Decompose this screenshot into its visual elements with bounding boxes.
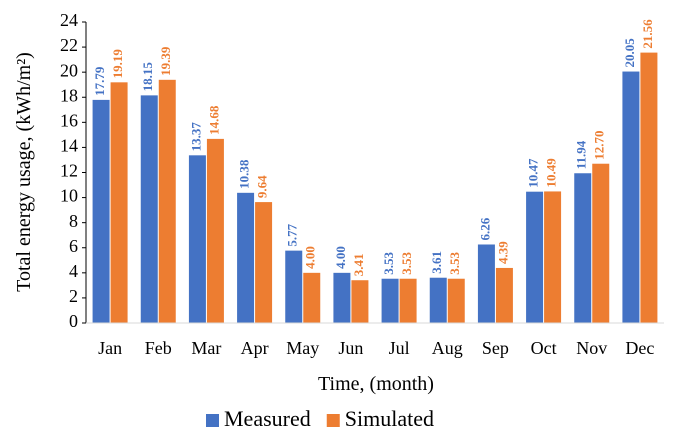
bar	[495, 267, 513, 323]
value-label: 9.64	[255, 175, 270, 198]
value-label: 19.19	[110, 49, 125, 79]
value-label: 19.39	[158, 46, 173, 76]
value-label: 14.68	[206, 105, 221, 135]
y-tick-label: 8	[69, 211, 78, 231]
bar	[544, 191, 562, 323]
value-label: 3.53	[447, 251, 462, 274]
value-label: 12.70	[592, 130, 607, 159]
value-label: 11.94	[574, 140, 589, 169]
x-tick-label: Feb	[145, 338, 172, 358]
x-tick-label: Jan	[98, 338, 122, 358]
bar	[640, 52, 658, 324]
bar	[592, 163, 610, 323]
value-label: 10.38	[237, 159, 252, 189]
bar	[351, 280, 369, 323]
bar	[429, 277, 447, 323]
bar	[285, 250, 303, 323]
y-tick-label: 20	[60, 60, 78, 80]
legend-label: Measured	[224, 406, 311, 431]
bar	[447, 278, 465, 323]
value-label: 21.56	[640, 19, 655, 49]
y-tick-label: 24	[60, 10, 78, 30]
y-tick-label: 6	[69, 236, 78, 256]
bar	[622, 71, 640, 323]
value-label: 3.53	[381, 251, 396, 274]
value-label: 4.39	[495, 241, 510, 264]
legend-swatch	[206, 414, 219, 427]
bar	[303, 272, 321, 323]
bar	[399, 278, 417, 323]
value-label: 4.00	[333, 246, 348, 269]
x-tick-label: Jun	[338, 338, 363, 358]
bar	[110, 82, 128, 324]
bar	[158, 79, 176, 324]
y-tick-label: 18	[60, 85, 78, 105]
value-label: 13.37	[188, 122, 203, 152]
value-label: 5.77	[285, 223, 300, 246]
bar	[92, 99, 110, 323]
value-label: 10.47	[526, 158, 541, 188]
y-tick-label: 10	[60, 186, 78, 206]
bar	[206, 138, 224, 323]
legend-swatch	[326, 414, 340, 427]
bar	[574, 173, 592, 323]
value-label: 3.53	[399, 251, 414, 274]
x-tick-label: Sep	[482, 338, 509, 358]
value-label: 17.79	[92, 66, 107, 96]
y-axis-label: Total energy usage, (kWh/m²)	[13, 52, 35, 292]
y-tick-label: 0	[69, 311, 78, 331]
bar	[526, 191, 544, 323]
y-tick-label: 16	[60, 110, 78, 130]
x-axis-label: Time, (month)	[318, 373, 434, 395]
x-tick-label: Mar	[191, 338, 221, 358]
bar	[255, 202, 273, 323]
value-label: 20.05	[622, 38, 637, 68]
bar	[188, 155, 206, 323]
y-tick-label: 2	[69, 286, 78, 306]
bar	[477, 244, 495, 323]
value-label: 18.15	[140, 62, 155, 92]
bar	[237, 192, 255, 323]
bar	[381, 278, 399, 323]
bar	[333, 272, 351, 323]
value-label: 3.61	[429, 251, 444, 274]
bar	[140, 95, 158, 324]
value-label: 6.26	[477, 217, 492, 240]
y-tick-label: 14	[60, 136, 78, 156]
value-label: 3.41	[351, 253, 366, 276]
value-label: 10.49	[544, 158, 559, 188]
x-tick-label: Jul	[389, 338, 410, 358]
x-tick-label: May	[286, 338, 319, 358]
x-tick-label: Dec	[625, 338, 654, 358]
value-label: 4.00	[303, 246, 318, 269]
y-tick-label: 22	[60, 35, 78, 55]
y-tick-label: 12	[60, 161, 78, 181]
x-tick-label: Nov	[576, 338, 607, 358]
x-tick-label: Oct	[531, 338, 557, 358]
y-tick-label: 4	[69, 261, 78, 281]
x-tick-label: Aug	[432, 338, 463, 358]
x-tick-label: Apr	[241, 338, 269, 358]
legend-label: Simulated	[345, 406, 434, 431]
